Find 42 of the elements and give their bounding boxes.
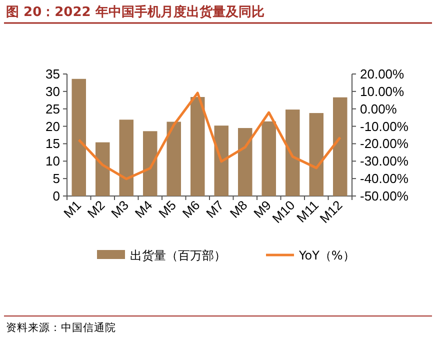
x-tick-label: M1 (60, 198, 84, 221)
bar (143, 131, 158, 196)
x-tick-label: M5 (156, 198, 179, 221)
bar (119, 120, 134, 196)
x-tick-label: M4 (132, 198, 156, 221)
chart-title: 图 20：2022 年中国手机月度出货量及同比 (6, 4, 264, 20)
bar (72, 78, 86, 196)
bar (190, 97, 205, 196)
y2-tick-label: -20.00% (360, 136, 409, 152)
y2-tick-label: 0.00% (360, 101, 398, 116)
bar (166, 122, 181, 196)
y-tick-label: 0 (52, 188, 60, 204)
y2-tick-label: -50.00% (360, 188, 409, 204)
x-tick-label: M3 (108, 198, 132, 221)
legend-label: YoY（%） (298, 248, 355, 262)
y-tick-label: 25 (46, 101, 60, 116)
y2-tick-label: 20.00% (360, 66, 405, 82)
y2-tick-label: -40.00% (360, 171, 409, 186)
bar (96, 142, 110, 196)
bar (333, 97, 348, 196)
bar (214, 126, 228, 196)
y-tick-label: 5 (52, 171, 60, 186)
bar (238, 128, 252, 196)
y-tick-label: 20 (46, 118, 60, 134)
legend-label: 出货量（百万部） (130, 248, 226, 262)
bar (262, 121, 276, 196)
y-tick-label: 30 (46, 84, 60, 99)
bar (309, 113, 324, 196)
x-tick-label: M10 (269, 198, 298, 226)
y-tick-label: 15 (46, 136, 60, 152)
text: 资料来源：中国信通院 (6, 321, 116, 334)
x-tick-label: M2 (84, 198, 108, 221)
bar (286, 110, 300, 196)
line-series (78, 92, 342, 180)
x-tick-label: M7 (203, 198, 226, 221)
x-tick-label: M6 (179, 198, 203, 221)
y2-tick-label: -30.00% (360, 154, 409, 169)
y-tick-label: 10 (46, 154, 60, 169)
y-tick-label: 35 (46, 66, 60, 82)
x-tick-label: M8 (226, 198, 250, 221)
y2-tick-label: -10.00% (360, 118, 409, 134)
y2-tick-label: 10.00% (360, 84, 405, 99)
